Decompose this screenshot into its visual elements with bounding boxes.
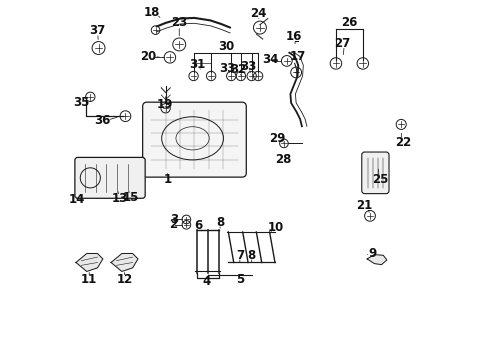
Text: 6: 6	[194, 219, 203, 233]
Text: 28: 28	[274, 153, 291, 166]
Text: 1: 1	[163, 173, 171, 186]
Polygon shape	[76, 253, 102, 271]
Text: 25: 25	[371, 173, 387, 186]
Text: 36: 36	[95, 114, 111, 127]
Text: 31: 31	[189, 58, 205, 71]
Text: 8: 8	[247, 249, 255, 262]
Text: 29: 29	[269, 132, 285, 145]
Text: 14: 14	[68, 193, 85, 206]
Text: 24: 24	[249, 7, 266, 20]
Text: 2: 2	[168, 218, 177, 231]
Text: 18: 18	[144, 6, 160, 19]
FancyBboxPatch shape	[361, 152, 388, 194]
Polygon shape	[111, 253, 138, 271]
Text: 8: 8	[216, 216, 224, 229]
Text: 23: 23	[171, 17, 187, 30]
Text: 21: 21	[356, 199, 372, 212]
Text: 20: 20	[140, 50, 156, 63]
Text: 33: 33	[240, 60, 256, 73]
Text: 3: 3	[169, 213, 178, 226]
Text: 12: 12	[116, 273, 132, 286]
Text: 30: 30	[217, 40, 233, 53]
Text: 11: 11	[81, 273, 97, 286]
Text: 33: 33	[219, 62, 235, 75]
Text: 13: 13	[111, 192, 127, 205]
Text: 22: 22	[394, 136, 410, 149]
FancyBboxPatch shape	[142, 102, 246, 177]
Text: 17: 17	[289, 50, 305, 63]
Text: 7: 7	[235, 249, 244, 262]
FancyBboxPatch shape	[75, 157, 145, 198]
Text: 16: 16	[285, 30, 302, 43]
Text: 35: 35	[73, 96, 89, 109]
Text: 5: 5	[235, 273, 244, 286]
Text: 34: 34	[262, 53, 278, 66]
Text: 37: 37	[89, 24, 105, 37]
Text: 4: 4	[202, 275, 210, 288]
Text: 19: 19	[156, 98, 173, 111]
Text: 15: 15	[122, 191, 139, 204]
Text: 27: 27	[334, 36, 350, 50]
Text: 10: 10	[266, 221, 283, 234]
Polygon shape	[366, 255, 386, 265]
Text: 32: 32	[230, 63, 246, 76]
Text: 26: 26	[341, 16, 357, 29]
Text: 9: 9	[368, 247, 376, 260]
